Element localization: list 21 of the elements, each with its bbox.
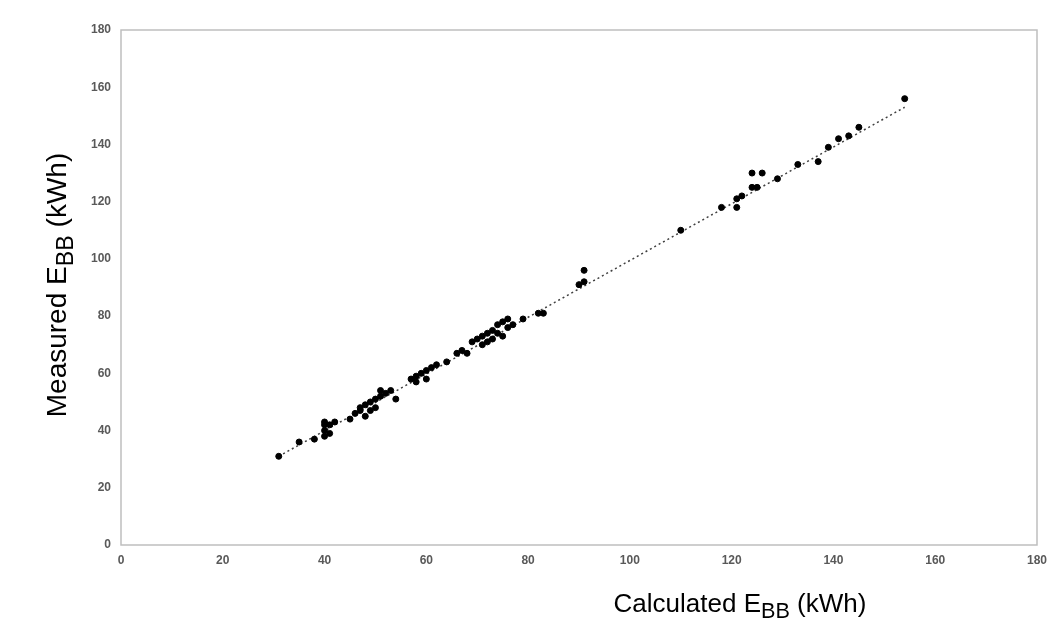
y-tick-label: 0 — [104, 537, 112, 552]
y-tick-label: 180 — [90, 22, 112, 37]
x-tick-label: 180 — [1026, 552, 1048, 567]
y-tick-label: 120 — [90, 193, 112, 208]
x-tick-label: 140 — [823, 552, 844, 567]
x-tick-label: 40 — [317, 552, 332, 567]
y-tick-label: 60 — [97, 365, 112, 380]
x-tick-label: 160 — [925, 552, 946, 567]
y-tick-label: 140 — [90, 136, 112, 151]
x-tick-label: 60 — [419, 552, 434, 567]
y-tick-label: 20 — [97, 480, 112, 495]
x-tick-label: 100 — [619, 552, 641, 567]
x-tick-label: 80 — [521, 552, 536, 567]
x-tick-label: 20 — [216, 552, 230, 567]
x-axis-title: Calculated E$_{BB}$ (kWh) — [613, 588, 867, 625]
x-tick-label: 0 — [117, 552, 125, 567]
y-tick-label: 160 — [90, 79, 112, 94]
y-tick-label: 100 — [90, 251, 112, 266]
y-tick-label: 80 — [97, 308, 112, 323]
x-tick-label: 120 — [721, 552, 742, 567]
y-tick-label: 40 — [97, 422, 112, 437]
